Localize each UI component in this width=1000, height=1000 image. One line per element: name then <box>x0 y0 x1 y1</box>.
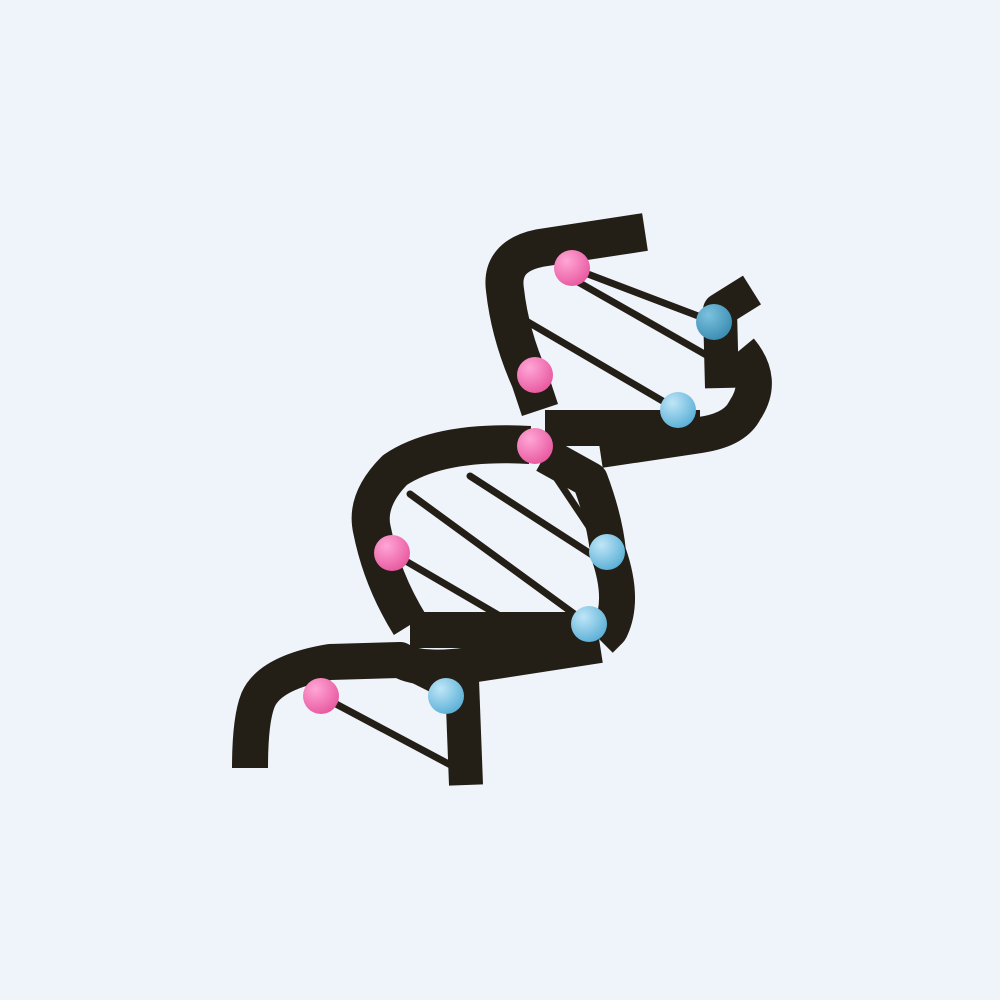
nucleotide-pink <box>303 678 339 714</box>
strand-middle-left <box>351 425 532 636</box>
rung-9 <box>317 692 464 774</box>
rung-2 <box>574 278 726 368</box>
nucleotide-blue <box>660 392 696 428</box>
rung-1 <box>568 264 718 326</box>
nucleotide-pink <box>374 535 410 571</box>
rung-3 <box>500 304 682 414</box>
nucleotide-blue <box>571 606 607 642</box>
rung-7 <box>388 549 504 620</box>
nucleotide-blue <box>428 678 464 714</box>
strand-top-right-curve <box>597 338 772 468</box>
nucleotides <box>303 250 732 714</box>
nucleotide-pink <box>554 250 590 286</box>
rung-5 <box>466 472 604 564</box>
nucleotide-pink <box>517 428 553 464</box>
nucleotide-teal <box>696 304 732 340</box>
strand-bottom-left <box>232 627 603 769</box>
nucleotide-pink <box>517 357 553 393</box>
base-pair-rungs <box>317 264 726 774</box>
helix-strands <box>232 213 772 786</box>
nucleotide-blue <box>589 534 625 570</box>
rung-6 <box>406 490 592 628</box>
strand-top-left <box>485 213 648 417</box>
